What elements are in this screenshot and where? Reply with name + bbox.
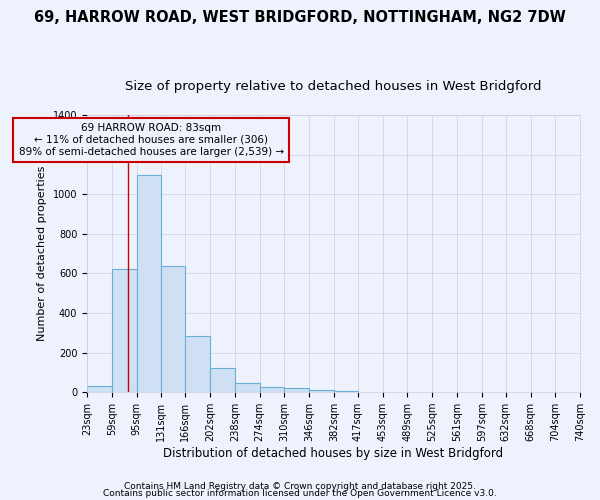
Text: Contains public sector information licensed under the Open Government Licence v3: Contains public sector information licen…: [103, 489, 497, 498]
Bar: [210, 368, 235, 392]
X-axis label: Distribution of detached houses by size in West Bridgford: Distribution of detached houses by size …: [163, 447, 503, 460]
Text: 69 HARROW ROAD: 83sqm
← 11% of detached houses are smaller (306)
89% of semi-det: 69 HARROW ROAD: 83sqm ← 11% of detached …: [19, 124, 284, 156]
Bar: [235, 384, 260, 392]
Title: Size of property relative to detached houses in West Bridgford: Size of property relative to detached ho…: [125, 80, 542, 93]
Bar: [334, 391, 358, 392]
Bar: [309, 390, 334, 392]
Bar: [260, 388, 284, 392]
Bar: [112, 270, 137, 392]
Bar: [185, 336, 210, 392]
Bar: [161, 266, 185, 392]
Y-axis label: Number of detached properties: Number of detached properties: [37, 166, 47, 342]
Text: Contains HM Land Registry data © Crown copyright and database right 2025.: Contains HM Land Registry data © Crown c…: [124, 482, 476, 491]
Bar: [87, 386, 112, 392]
Text: 69, HARROW ROAD, WEST BRIDGFORD, NOTTINGHAM, NG2 7DW: 69, HARROW ROAD, WEST BRIDGFORD, NOTTING…: [34, 10, 566, 25]
Bar: [284, 388, 309, 392]
Bar: [137, 176, 161, 392]
